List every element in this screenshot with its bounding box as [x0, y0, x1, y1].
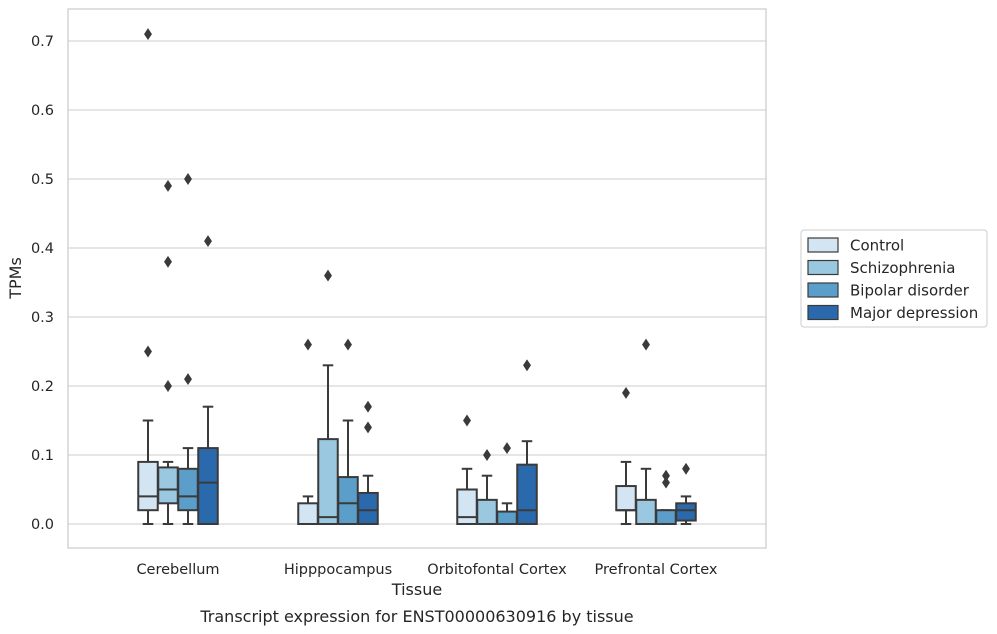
box-iqr	[516, 463, 538, 526]
outlier-point	[483, 449, 491, 461]
outlier-point	[184, 373, 192, 386]
box-bipolar-disorder	[177, 173, 199, 525]
box-iqr	[635, 498, 657, 526]
outlier-point	[164, 179, 172, 192]
legend-swatch	[807, 259, 839, 276]
box-control	[297, 338, 319, 525]
y-tick-label: 0.4	[31, 241, 54, 257]
legend-label: Schizophrenia	[850, 259, 955, 277]
x-tick-label: Cerebellum	[136, 562, 219, 578]
box-schizophrenia	[476, 449, 498, 526]
legend-frame	[800, 229, 988, 328]
legend-swatch	[807, 237, 839, 253]
legend-label: Major depression	[850, 304, 978, 322]
box-control	[137, 28, 159, 525]
box-bipolar-disorder	[496, 442, 518, 525]
box-iqr	[137, 460, 159, 512]
chart-caption: Transcript expression for ENST0000063091…	[199, 607, 633, 626]
outlier-point	[463, 414, 471, 427]
box-iqr	[476, 498, 498, 526]
y-tick-label: 0.1	[31, 448, 54, 464]
box-schizophrenia	[635, 338, 657, 526]
outlier-point	[344, 338, 352, 351]
box-iqr	[615, 485, 637, 512]
box-major-depression	[675, 462, 697, 525]
y-tick-label: 0.2	[31, 379, 54, 395]
x-tick-label: Hipppocampus	[284, 562, 392, 578]
box-major-depression	[197, 235, 219, 526]
outlier-point	[184, 173, 192, 185]
outlier-point	[164, 255, 172, 268]
box-iqr	[496, 510, 518, 525]
box-major-depression	[516, 359, 538, 526]
outlier-point	[682, 462, 690, 475]
box-plot-marks	[137, 28, 697, 526]
legend-label: Bipolar disorder	[850, 282, 970, 300]
box-iqr	[655, 509, 677, 526]
y-tick-label: 0.7	[31, 34, 54, 50]
outlier-point	[364, 421, 372, 434]
box-bipolar-disorder	[655, 469, 677, 526]
outlier-point	[503, 442, 511, 455]
box-iqr	[157, 466, 179, 505]
y-tick-label: 0.0	[31, 517, 54, 533]
outlier-point	[304, 338, 312, 351]
box-iqr	[357, 491, 379, 526]
box-schizophrenia	[157, 179, 179, 525]
outlier-point	[164, 380, 172, 392]
y-axis-label: TPMs	[6, 257, 25, 300]
outlier-point	[324, 269, 332, 282]
box-major-depression	[357, 400, 379, 526]
box-iqr	[337, 476, 359, 525]
box-control	[615, 386, 637, 525]
outlier-point	[662, 476, 670, 489]
box-iqr	[456, 488, 478, 525]
outlier-point	[662, 469, 670, 482]
legend: Control Schizophrenia Bipolar disorder Majo…	[800, 229, 988, 328]
outlier-point	[523, 359, 531, 372]
plot-area-frame	[67, 8, 767, 549]
y-tick-label: 0.6	[31, 103, 54, 119]
box-iqr	[297, 502, 319, 525]
box-control	[456, 414, 478, 525]
grid-lines	[68, 40, 766, 525]
outlier-point	[204, 235, 212, 248]
legend-swatch	[807, 282, 839, 298]
outlier-point	[622, 386, 630, 399]
box-schizophrenia	[317, 269, 339, 526]
x-tick-label: Orbitofontal Cortex	[427, 562, 567, 578]
outlier-point	[144, 28, 152, 41]
outlier-point	[642, 338, 650, 351]
y-tick-label: 0.5	[31, 172, 54, 188]
x-axis-ticks: Cerebellum Hipppocampus Orbitofontal Corte…	[136, 562, 717, 578]
box-iqr	[177, 467, 199, 512]
outlier-point	[364, 400, 372, 413]
y-tick-label: 0.3	[31, 310, 54, 326]
x-axis-label: Tissue	[391, 580, 442, 599]
x-tick-label: Prefrontal Cortex	[595, 562, 718, 578]
outlier-point	[144, 345, 152, 358]
legend-swatch	[807, 304, 839, 321]
box-iqr	[675, 502, 697, 522]
y-axis-ticks: 0.0 0.1 0.2 0.3 0.4 0.5 0.6 0.7	[31, 34, 54, 533]
box-iqr	[317, 438, 339, 526]
box-iqr	[197, 447, 219, 526]
legend-label: Control	[850, 237, 904, 255]
box-bipolar-disorder	[337, 338, 359, 525]
